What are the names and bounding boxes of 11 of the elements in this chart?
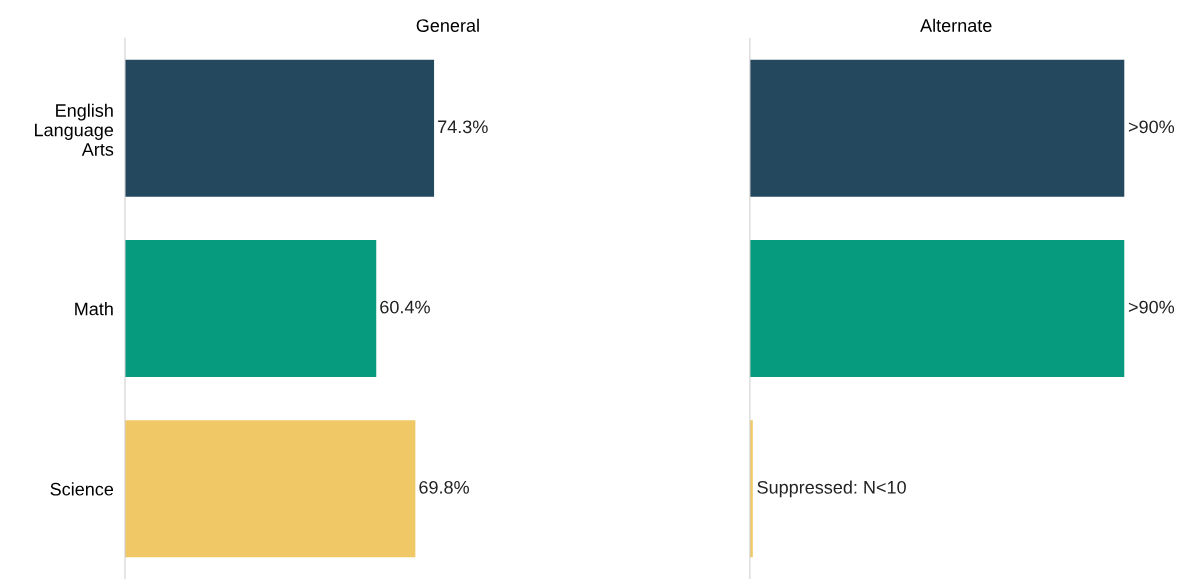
data-label: Suppressed: N<10 bbox=[757, 480, 906, 498]
data-label: >90% bbox=[1128, 300, 1175, 314]
data-label: >90% bbox=[1128, 120, 1175, 134]
data-label: 74.3% bbox=[438, 120, 488, 134]
y-tick-label: Math bbox=[75, 302, 113, 316]
chart-title: Alternate bbox=[920, 18, 992, 32]
y-tick-label: English Language Arts bbox=[35, 103, 114, 156]
chart-title: General bbox=[416, 18, 479, 32]
y-tick-label: Science bbox=[50, 482, 114, 496]
data-label: 60.4% bbox=[380, 300, 430, 314]
data-label: 69.8% bbox=[419, 480, 469, 494]
